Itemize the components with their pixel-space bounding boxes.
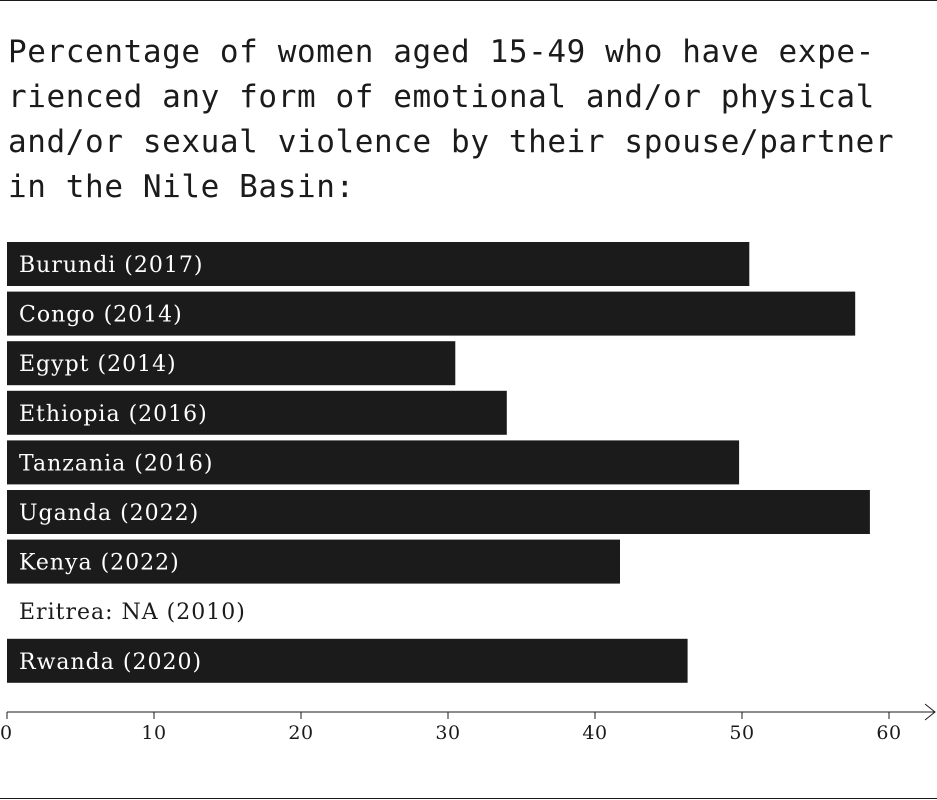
x-tick-label: 40 [582, 722, 607, 744]
bar [7, 291, 856, 336]
bottom-rule [0, 798, 937, 799]
x-tick-label: 0 [0, 722, 13, 744]
bar-label: Burundi (2017) [19, 253, 203, 278]
bar-label: Eritrea: NA (2010) [19, 600, 246, 625]
x-tick-label: 10 [141, 722, 166, 744]
bar-label: Tanzania (2016) [19, 451, 213, 476]
bar [7, 539, 620, 584]
bar-label: Ethiopia (2016) [19, 402, 208, 427]
bar [7, 341, 456, 386]
chart-title: Percentage of women aged 15-49 who have … [8, 34, 895, 205]
bar-label: Congo (2014) [19, 303, 183, 328]
x-tick-label: 50 [729, 722, 754, 744]
x-axis-arrow-icon [924, 703, 936, 721]
bar [7, 390, 507, 435]
x-tick-label: 30 [435, 722, 460, 744]
x-tick-label: 20 [288, 722, 313, 744]
bar [7, 242, 750, 286]
bar-label: Egypt (2014) [19, 352, 177, 377]
bar [7, 490, 870, 534]
x-tick-label: 60 [876, 722, 901, 744]
bar-label: Kenya (2022) [19, 551, 180, 576]
bar [7, 638, 688, 683]
bar-label: Rwanda (2020) [19, 650, 202, 675]
top-rule [0, 0, 937, 1]
bar [7, 440, 740, 485]
bar-label: Uganda (2022) [19, 501, 199, 526]
